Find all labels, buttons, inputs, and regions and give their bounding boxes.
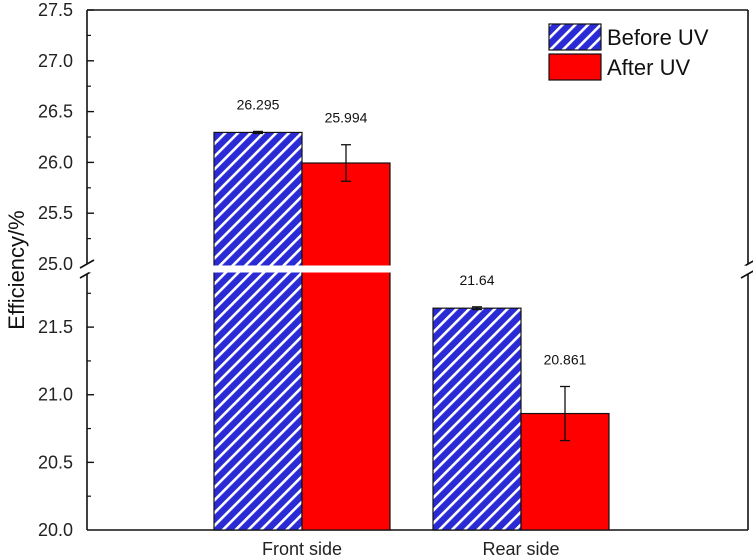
y-tick-label: 27.0 xyxy=(38,51,73,71)
labels: 25.0 25.5 26.0 26.5 27.0 27.5 20.0 20.5 21.0 21.5… xyxy=(4,0,587,558)
bar-before-uv xyxy=(432,307,522,531)
y-tick-label: 26.5 xyxy=(38,102,73,122)
data-label: 26.295 xyxy=(237,96,280,112)
legend-label: After UV xyxy=(607,55,690,80)
legend: Before UV After UV xyxy=(548,23,709,81)
y-tick-label: 21.5 xyxy=(38,317,73,337)
data-label: 20.861 xyxy=(544,351,587,367)
y-tick-label: 27.5 xyxy=(38,0,73,20)
legend-swatch-after-uv xyxy=(548,53,602,81)
x-tick-label: Front side xyxy=(262,539,342,558)
y-tick-label: 20.0 xyxy=(38,520,73,540)
y-tick-label: 20.5 xyxy=(38,452,73,472)
bar-before-uv xyxy=(213,131,303,531)
y-axis-label: Efficiency/% xyxy=(4,210,29,329)
y-tick-label: 26.0 xyxy=(38,152,73,172)
bars xyxy=(89,130,746,531)
data-label: 25.994 xyxy=(325,110,368,126)
legend-label: Before UV xyxy=(607,25,709,50)
data-label: 21.64 xyxy=(459,272,494,288)
axis-break-gap xyxy=(89,265,746,273)
bar-after-uv xyxy=(301,162,391,531)
axes xyxy=(79,9,753,531)
x-tick-label: Rear side xyxy=(482,539,559,558)
y-tick-label: 25.5 xyxy=(38,203,73,223)
y-tick-label: 21.0 xyxy=(38,385,73,405)
legend-swatch-before-uv xyxy=(548,23,602,51)
axis-break-mark-left-1 xyxy=(79,259,95,269)
y-tick-label: 25.0 xyxy=(38,254,73,274)
